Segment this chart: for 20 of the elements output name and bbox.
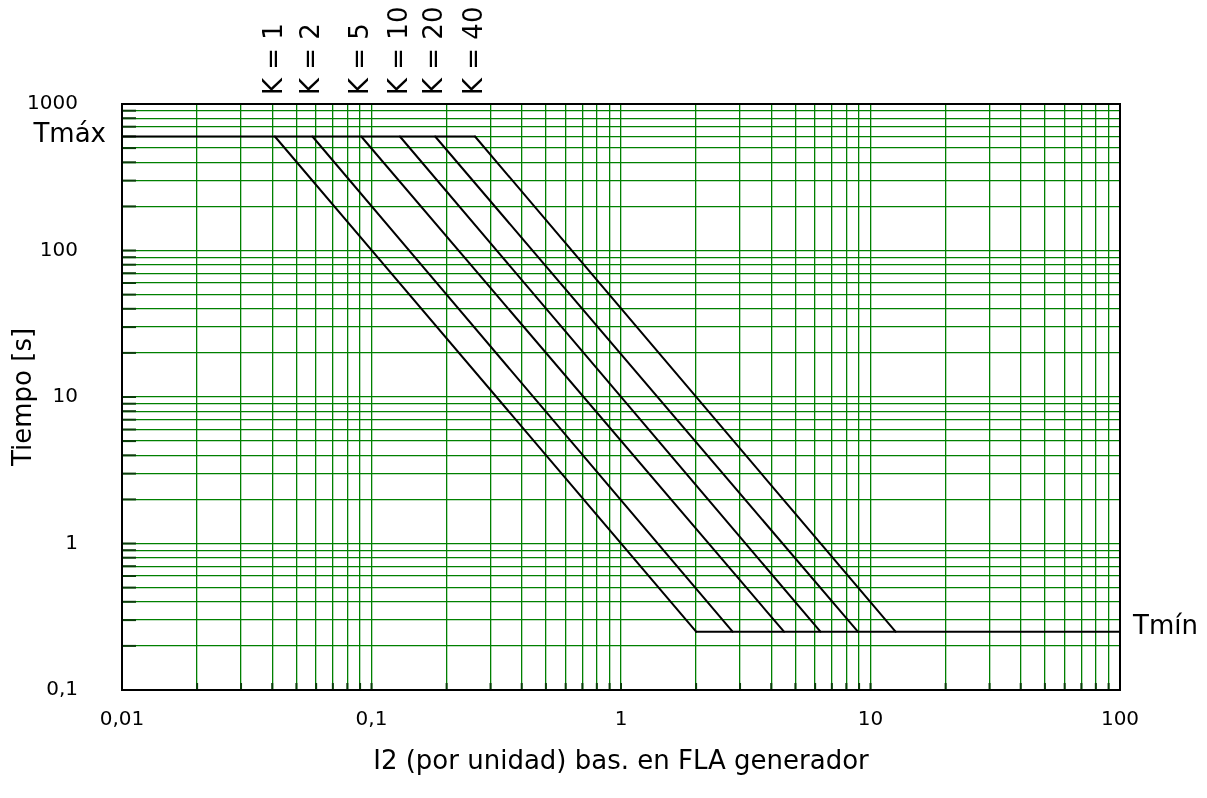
y-tick-label: 1: [65, 529, 78, 554]
y-tick-label: 0,1: [46, 676, 78, 701]
text: K = 2: [295, 23, 326, 95]
y-axis-title: Tiempo [s]: [7, 327, 38, 468]
text: K = 10: [382, 6, 413, 95]
text: K = 5: [344, 23, 375, 95]
series-label: Tmáx: [32, 118, 106, 149]
x-tick-label: 10: [857, 706, 884, 731]
x-tick-label: 0,1: [355, 706, 388, 731]
y-tick-label: 10: [52, 383, 78, 408]
y-tick-label: 1000: [27, 90, 78, 115]
text: K = 1: [257, 23, 288, 95]
series-label: Tmín: [1132, 610, 1198, 641]
y-tick-label: 100: [39, 236, 78, 261]
text: K = 40: [457, 6, 488, 95]
x-tick-label: 100: [1100, 706, 1140, 731]
x-tick-label: 0,01: [99, 706, 145, 731]
x-tick-label: 1: [614, 706, 628, 731]
text: K = 20: [417, 6, 448, 95]
x-axis-title: I2 (por unidad) bas. en FLA generador: [373, 745, 870, 776]
